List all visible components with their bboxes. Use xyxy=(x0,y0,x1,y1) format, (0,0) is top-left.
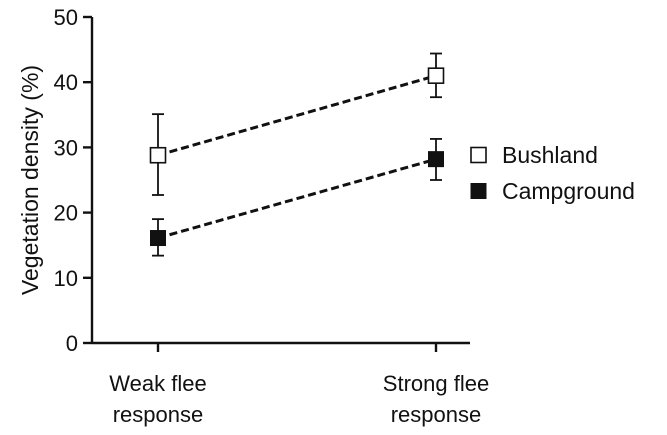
legend-label: Bushland xyxy=(502,142,598,168)
y-tick-label: 20 xyxy=(54,201,78,226)
y-tick-label: 10 xyxy=(54,266,78,291)
series-line xyxy=(157,157,437,240)
x-tick-label: Strong flee response xyxy=(383,371,489,427)
y-axis: 0 10 20 30 40 50 xyxy=(54,5,94,356)
x-axis: Weak flee response Strong flee response xyxy=(92,341,489,427)
legend-marker xyxy=(470,146,487,164)
data-point xyxy=(427,67,445,84)
y-tick-label: 0 xyxy=(66,331,78,356)
y-tick-label: 30 xyxy=(54,135,78,160)
series-campground xyxy=(150,138,444,257)
y-axis-title: Vegetation density (%) xyxy=(17,65,43,295)
series-bushland xyxy=(149,52,445,196)
data-point xyxy=(150,230,166,247)
legend-label: Campground xyxy=(502,178,635,204)
series-line xyxy=(157,74,437,157)
data-point xyxy=(149,146,167,164)
y-tick-label: 50 xyxy=(54,5,78,30)
x-tick-label: Weak flee response xyxy=(109,371,206,427)
legend-marker xyxy=(470,183,487,199)
data-point xyxy=(428,151,444,168)
y-tick-label: 40 xyxy=(54,70,78,95)
legend: Bushland Campground xyxy=(470,142,635,204)
plot-area xyxy=(149,52,445,257)
